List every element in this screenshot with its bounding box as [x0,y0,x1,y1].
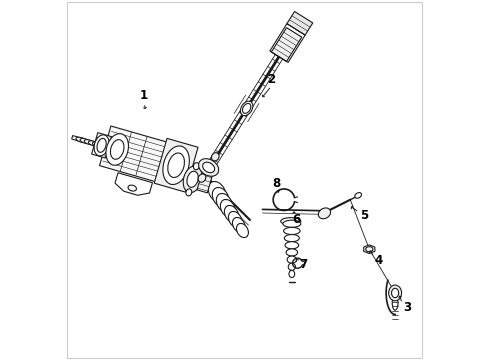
Ellipse shape [236,224,248,238]
Text: 1: 1 [140,89,148,102]
Polygon shape [271,28,301,62]
Ellipse shape [88,141,98,146]
Ellipse shape [365,247,372,252]
Ellipse shape [284,234,299,242]
Ellipse shape [354,193,361,198]
Text: 2: 2 [267,73,275,86]
Ellipse shape [287,263,295,270]
Polygon shape [100,126,195,190]
Polygon shape [286,12,312,35]
Ellipse shape [216,193,232,212]
Polygon shape [115,173,152,195]
Ellipse shape [391,296,397,310]
Ellipse shape [282,220,300,227]
Ellipse shape [97,138,106,152]
Ellipse shape [202,162,214,173]
Ellipse shape [391,288,398,298]
Ellipse shape [286,256,296,263]
Text: 4: 4 [374,254,382,267]
Ellipse shape [167,153,184,177]
Text: 6: 6 [292,213,300,226]
Polygon shape [72,136,100,147]
Text: 5: 5 [360,210,368,222]
Polygon shape [197,173,212,193]
Ellipse shape [228,211,242,228]
Ellipse shape [388,285,401,301]
Ellipse shape [92,142,102,147]
Ellipse shape [163,146,189,184]
Ellipse shape [183,166,202,193]
Ellipse shape [242,103,250,113]
Ellipse shape [288,270,294,278]
Ellipse shape [185,189,191,196]
Ellipse shape [220,199,235,217]
Ellipse shape [80,139,90,143]
Polygon shape [363,245,374,253]
Text: 7: 7 [299,258,307,271]
Ellipse shape [224,206,238,222]
Ellipse shape [110,140,124,159]
Ellipse shape [97,143,106,148]
Ellipse shape [211,153,219,161]
Ellipse shape [186,171,198,187]
Ellipse shape [128,185,136,191]
Ellipse shape [212,188,228,207]
Ellipse shape [240,101,252,116]
Text: 3: 3 [403,301,411,314]
Ellipse shape [318,208,330,219]
Ellipse shape [285,242,298,249]
Ellipse shape [285,249,297,256]
Ellipse shape [198,174,205,182]
Ellipse shape [283,227,300,234]
Ellipse shape [280,218,300,225]
Ellipse shape [232,217,244,233]
Polygon shape [154,138,198,192]
Ellipse shape [208,181,225,202]
Ellipse shape [84,140,94,145]
Text: 8: 8 [272,177,280,190]
Ellipse shape [94,135,109,156]
Ellipse shape [198,159,218,176]
Polygon shape [91,133,111,158]
Ellipse shape [193,163,199,170]
Ellipse shape [76,137,85,142]
Ellipse shape [106,134,128,165]
